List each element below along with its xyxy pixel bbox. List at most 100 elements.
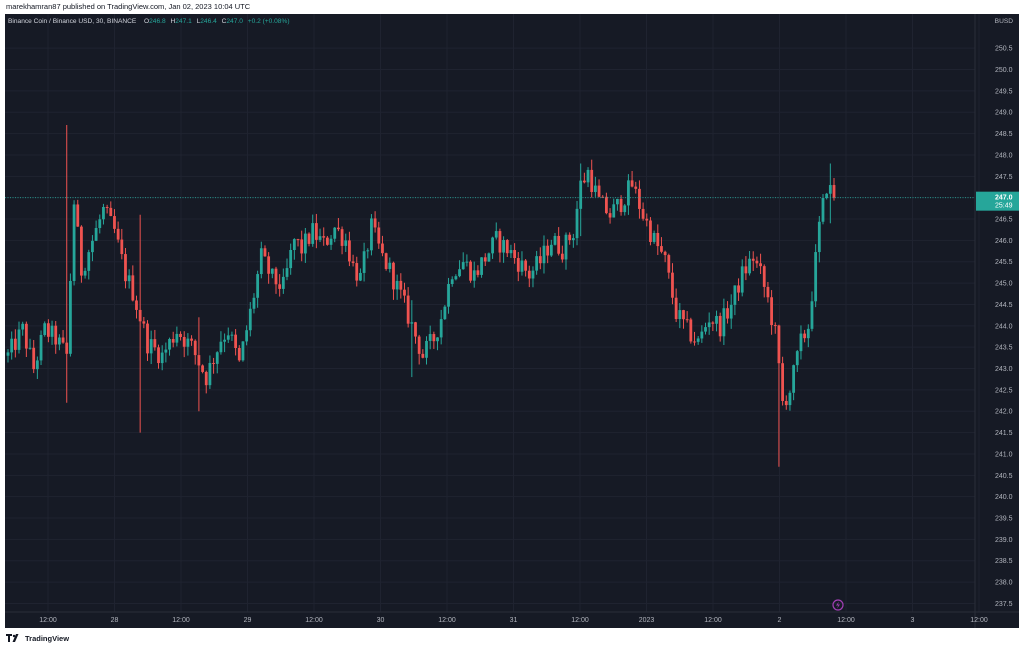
candle[interactable]: [689, 317, 693, 344]
candle[interactable]: [91, 235, 94, 262]
candle[interactable]: [410, 300, 414, 378]
candle[interactable]: [641, 202, 645, 221]
candle[interactable]: [35, 356, 39, 379]
candle[interactable]: [344, 233, 348, 252]
candle[interactable]: [469, 260, 472, 283]
candle[interactable]: [388, 257, 392, 273]
candle[interactable]: [538, 247, 542, 270]
candle[interactable]: [395, 274, 399, 300]
candle[interactable]: [230, 331, 234, 341]
candle[interactable]: [204, 370, 208, 394]
candle[interactable]: [627, 174, 630, 215]
candle[interactable]: [461, 252, 465, 270]
candle[interactable]: [131, 265, 135, 302]
candle[interactable]: [693, 331, 696, 346]
candle[interactable]: [252, 293, 256, 314]
candle[interactable]: [403, 282, 406, 303]
candle[interactable]: [663, 250, 667, 263]
candle[interactable]: [289, 243, 293, 275]
candle[interactable]: [483, 253, 487, 266]
candle[interactable]: [175, 326, 179, 347]
candle[interactable]: [715, 310, 718, 332]
candle[interactable]: [215, 351, 219, 374]
candle[interactable]: [568, 232, 572, 245]
candle[interactable]: [751, 251, 755, 271]
candle[interactable]: [208, 355, 212, 389]
candle[interactable]: [329, 235, 333, 250]
candle[interactable]: [439, 309, 443, 345]
candle[interactable]: [685, 311, 689, 323]
candle[interactable]: [281, 268, 285, 294]
candle[interactable]: [325, 235, 329, 246]
candle[interactable]: [256, 270, 260, 308]
candle[interactable]: [135, 295, 138, 319]
candle[interactable]: [146, 320, 149, 361]
candle[interactable]: [634, 181, 638, 194]
candle[interactable]: [113, 209, 116, 234]
candle[interactable]: [571, 233, 575, 248]
candle[interactable]: [322, 227, 326, 246]
tradingview-logo[interactable]: TradingView: [6, 634, 69, 643]
candle[interactable]: [549, 239, 553, 257]
candle[interactable]: [803, 329, 807, 343]
candle[interactable]: [806, 324, 810, 348]
candle[interactable]: [32, 339, 36, 374]
candle[interactable]: [586, 167, 590, 188]
candle[interactable]: [142, 316, 146, 329]
candle[interactable]: [788, 390, 792, 411]
candle[interactable]: [164, 342, 168, 363]
candle[interactable]: [65, 125, 69, 403]
candle[interactable]: [645, 213, 649, 227]
candle[interactable]: [186, 333, 190, 356]
candle[interactable]: [674, 288, 678, 323]
candle[interactable]: [109, 201, 113, 217]
candle[interactable]: [792, 364, 796, 401]
candle[interactable]: [454, 274, 458, 281]
candle[interactable]: [197, 317, 201, 412]
candle[interactable]: [432, 331, 436, 349]
candlestick-chart[interactable]: 250.5 250.0 249.5 249.0 248.5 248.0 247.5 247.0…: [5, 14, 1019, 628]
candle[interactable]: [652, 230, 656, 244]
candle[interactable]: [447, 277, 450, 314]
candle[interactable]: [94, 220, 98, 242]
candle[interactable]: [212, 357, 215, 374]
candle[interactable]: [43, 321, 47, 337]
candle[interactable]: [296, 238, 300, 247]
candle[interactable]: [560, 245, 564, 263]
candle[interactable]: [355, 256, 359, 287]
candle[interactable]: [366, 248, 370, 259]
candle[interactable]: [696, 336, 700, 345]
candle[interactable]: [201, 364, 204, 374]
candle[interactable]: [795, 349, 799, 372]
candle[interactable]: [392, 261, 395, 300]
candle[interactable]: [381, 235, 384, 257]
candle[interactable]: [318, 228, 322, 243]
candle[interactable]: [83, 267, 87, 279]
candle[interactable]: [384, 252, 388, 271]
candle[interactable]: [248, 302, 252, 337]
candle[interactable]: [149, 330, 153, 365]
candle[interactable]: [370, 214, 373, 256]
candle[interactable]: [619, 195, 623, 216]
candle[interactable]: [564, 232, 568, 270]
candle[interactable]: [223, 333, 226, 353]
candle[interactable]: [755, 256, 759, 268]
candle[interactable]: [28, 338, 32, 350]
candle[interactable]: [190, 335, 193, 346]
candle[interactable]: [98, 214, 102, 234]
candle[interactable]: [219, 331, 223, 355]
candle[interactable]: [285, 258, 289, 281]
candle[interactable]: [722, 298, 726, 346]
candle[interactable]: [524, 259, 528, 277]
candle[interactable]: [821, 194, 825, 225]
candle[interactable]: [120, 228, 124, 260]
candle[interactable]: [656, 224, 660, 255]
candle[interactable]: [21, 321, 25, 336]
candle[interactable]: [612, 198, 616, 218]
candle[interactable]: [487, 252, 491, 262]
candle[interactable]: [531, 266, 535, 288]
candle[interactable]: [704, 322, 707, 335]
candle[interactable]: [458, 260, 461, 278]
candle[interactable]: [127, 269, 131, 289]
candle[interactable]: [377, 221, 381, 249]
